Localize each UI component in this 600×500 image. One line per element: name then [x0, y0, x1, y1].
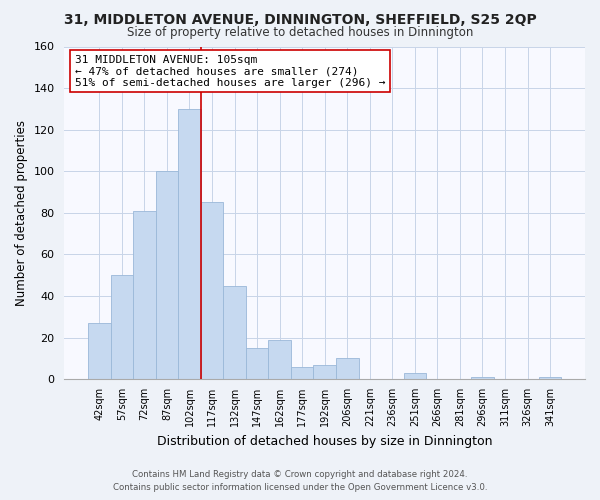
Bar: [404, 373, 426, 379]
Y-axis label: Number of detached properties: Number of detached properties: [15, 120, 28, 306]
Text: 31 MIDDLETON AVENUE: 105sqm
← 47% of detached houses are smaller (274)
51% of se: 31 MIDDLETON AVENUE: 105sqm ← 47% of det…: [75, 55, 385, 88]
Bar: [268, 340, 291, 379]
Bar: [201, 202, 223, 379]
Bar: [336, 358, 359, 379]
Text: 31, MIDDLETON AVENUE, DINNINGTON, SHEFFIELD, S25 2QP: 31, MIDDLETON AVENUE, DINNINGTON, SHEFFI…: [64, 12, 536, 26]
Bar: [223, 286, 246, 379]
Bar: [88, 323, 110, 379]
Bar: [178, 109, 201, 379]
Text: Size of property relative to detached houses in Dinnington: Size of property relative to detached ho…: [127, 26, 473, 39]
Bar: [133, 210, 155, 379]
Bar: [471, 377, 494, 379]
Bar: [539, 377, 562, 379]
Bar: [291, 366, 313, 379]
Bar: [110, 275, 133, 379]
Text: Contains HM Land Registry data © Crown copyright and database right 2024.
Contai: Contains HM Land Registry data © Crown c…: [113, 470, 487, 492]
Bar: [246, 348, 268, 379]
Bar: [155, 171, 178, 379]
Bar: [313, 364, 336, 379]
X-axis label: Distribution of detached houses by size in Dinnington: Distribution of detached houses by size …: [157, 434, 493, 448]
